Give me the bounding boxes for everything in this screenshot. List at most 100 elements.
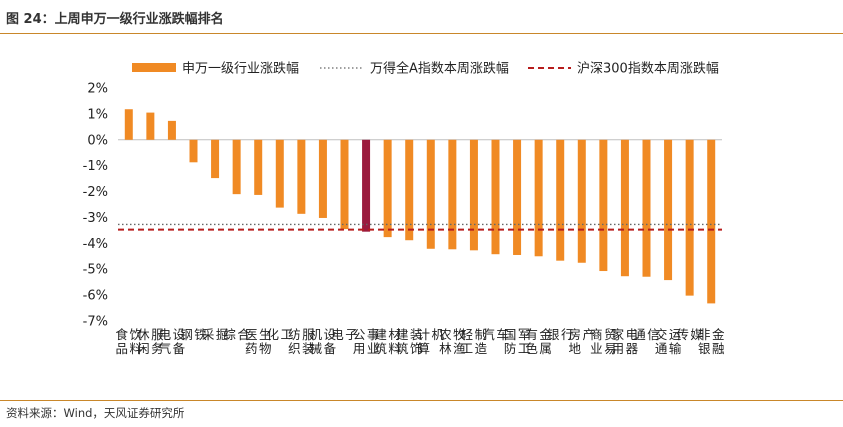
- x-tick-char: 电: [626, 327, 639, 342]
- x-tick-char: 计: [418, 327, 431, 342]
- x-tick-char: 运: [669, 327, 682, 342]
- x-tick-label: 通信: [633, 327, 660, 342]
- bar: [189, 139, 198, 163]
- x-tick-label: 汽车: [482, 327, 509, 342]
- x-tick-char: 通: [633, 327, 646, 342]
- x-tick-char: 金: [539, 327, 552, 342]
- x-tick-char: 房: [569, 327, 582, 342]
- x-tick-char: 装: [410, 327, 423, 342]
- x-tick-char: 交: [655, 327, 668, 342]
- figure-title: 图 24：上周申万一级行业涨跌幅排名: [6, 12, 224, 27]
- x-tick-char: 饰: [410, 341, 423, 356]
- x-tick-label: 电子: [331, 327, 358, 342]
- bar: [707, 139, 716, 304]
- x-tick-char: 工: [518, 341, 531, 356]
- x-tick-char: 金: [712, 327, 725, 342]
- bars: [124, 109, 716, 304]
- x-tick-char: 品: [116, 341, 129, 356]
- bar: [167, 120, 176, 140]
- y-tick-label: -1%: [83, 159, 108, 174]
- bar: [146, 112, 155, 140]
- x-tick-char: 休: [137, 327, 150, 342]
- legend-bar-swatch: [132, 63, 176, 72]
- bar: [426, 139, 435, 249]
- x-tick-label: 采掘: [202, 327, 229, 342]
- y-tick-label: -5%: [83, 263, 108, 278]
- x-tick-char: 建: [396, 327, 409, 342]
- x-tick-char: 药: [245, 341, 258, 356]
- x-tick-char: 料: [130, 341, 143, 356]
- bar: [577, 139, 586, 263]
- x-tick-char: 业: [590, 341, 603, 356]
- x-tick-char: 子: [345, 327, 358, 342]
- x-tick-char: 有: [525, 327, 538, 342]
- y-tick-label: -2%: [83, 185, 108, 200]
- bar: [685, 139, 694, 296]
- bar: [513, 139, 522, 255]
- x-tick-label: 综合: [223, 327, 250, 342]
- bar: [642, 139, 651, 277]
- x-tick-char: 闲: [137, 341, 150, 356]
- bar: [448, 139, 457, 250]
- y-tick-label: -4%: [83, 237, 108, 252]
- x-tick-char: 用: [612, 341, 625, 356]
- x-tick-char: 地: [569, 341, 582, 356]
- x-tick-char: 机: [432, 327, 445, 342]
- x-tick-char: 牧: [453, 327, 466, 342]
- x-tick-char: 钢: [180, 327, 193, 342]
- bar: [405, 139, 414, 241]
- x-tick-char: 事: [367, 327, 380, 342]
- y-tick-label: -3%: [83, 211, 108, 226]
- x-tick-char: 料: [388, 341, 401, 356]
- x-tick-char: 渔: [453, 341, 466, 356]
- bar: [469, 139, 478, 251]
- x-tick-label: 银行: [547, 327, 574, 342]
- x-tick-char: 汽: [482, 327, 495, 342]
- x-tick-char: 气: [159, 341, 172, 356]
- y-axis: 2% 1% 0% -1% -2% -3% -4% -5% -6% -7%: [83, 82, 722, 330]
- legend-wind-label: 万得全A指数本周涨跌幅: [370, 61, 509, 77]
- x-tick-char: 务: [151, 341, 164, 356]
- x-tick-char: 电: [159, 327, 172, 342]
- x-tick-char: 器: [626, 341, 639, 356]
- bar: [534, 139, 543, 257]
- x-tick-char: 综: [223, 327, 236, 342]
- y-tick-label: 2%: [87, 82, 108, 97]
- source-note: 资料来源：Wind，天风证券研究所: [6, 406, 185, 420]
- x-tick-char: 设: [173, 327, 186, 342]
- bar: [556, 139, 565, 261]
- x-tick-char: 输: [669, 341, 682, 356]
- bar: [232, 139, 241, 195]
- x-tick-char: 工: [281, 327, 294, 342]
- x-tick-char: 通: [655, 341, 668, 356]
- top-rule: [0, 33, 843, 34]
- x-tick-char: 工: [461, 341, 474, 356]
- reference-lines: [118, 223, 722, 231]
- x-tick-char: 公: [353, 327, 366, 342]
- x-tick-char: 轻: [461, 327, 474, 342]
- x-tick-label: 传媒: [676, 327, 703, 342]
- bar: [664, 139, 673, 281]
- x-tick-char: 信: [647, 327, 660, 342]
- x-tick-char: 银: [698, 341, 711, 356]
- x-tick-char: 国: [504, 327, 517, 342]
- x-tick-char: 械: [310, 341, 323, 356]
- x-tick-char: 军: [518, 327, 531, 342]
- x-tick-char: 设: [324, 327, 337, 342]
- x-tick-char: 合: [237, 327, 250, 342]
- y-tick-label: -7%: [83, 315, 108, 330]
- x-tick-char: 行: [561, 327, 574, 342]
- x-tick-char: 银: [547, 327, 560, 342]
